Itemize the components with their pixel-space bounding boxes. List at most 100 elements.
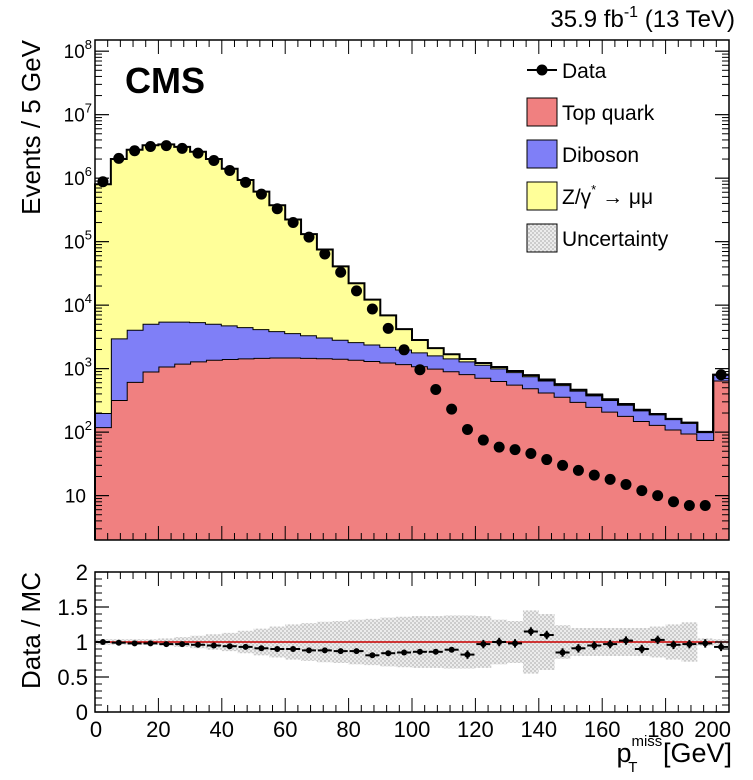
ratio-marker bbox=[702, 640, 709, 647]
ratio-x-tick-label: 80 bbox=[336, 717, 360, 742]
data-point bbox=[493, 441, 505, 453]
ratio-point bbox=[508, 639, 523, 648]
data-point bbox=[287, 217, 299, 229]
ratio-marker bbox=[448, 646, 455, 653]
ratio-point bbox=[682, 639, 697, 649]
ratio-marker bbox=[274, 646, 281, 652]
ratio-marker bbox=[147, 640, 154, 647]
ratio-point bbox=[618, 636, 633, 645]
ratio-point bbox=[492, 637, 507, 647]
ratio-marker bbox=[670, 641, 677, 648]
legend-swatch-top bbox=[526, 97, 558, 127]
legend-item-diboson: Diboson bbox=[526, 139, 639, 169]
ratio-point bbox=[206, 642, 221, 649]
legend-item-unc: Uncertainty bbox=[526, 223, 669, 253]
ratio-y-tick-label: 0 bbox=[76, 700, 88, 725]
data-layer bbox=[97, 140, 727, 511]
legend-item-data: Data bbox=[527, 60, 607, 83]
ratio-point bbox=[428, 648, 443, 655]
ratio-marker bbox=[432, 648, 439, 655]
ratio-marker bbox=[686, 641, 693, 648]
ratio-marker bbox=[163, 641, 170, 648]
ratio-point bbox=[476, 639, 491, 649]
data-point bbox=[636, 485, 648, 497]
top-y-axis: 10 102 103 104 105 106 107 108 bbox=[64, 37, 729, 541]
bottom-y-axis-label: Data / MC bbox=[16, 572, 46, 689]
ratio-point bbox=[238, 643, 253, 650]
ratio-marker bbox=[401, 649, 408, 656]
y-tick-label: 107 bbox=[64, 101, 92, 127]
ratio-marker bbox=[258, 645, 265, 652]
ratio-point bbox=[714, 642, 729, 652]
ratio-point bbox=[666, 640, 681, 649]
ratio-marker bbox=[131, 640, 138, 647]
legend-label-data: Data bbox=[562, 60, 607, 83]
ratio-x-tick-label: 160 bbox=[584, 717, 621, 742]
ratio-marker bbox=[638, 646, 645, 652]
ratio-point bbox=[222, 643, 237, 650]
ratio-point bbox=[365, 652, 380, 659]
bottom-panel: 0 0.5 1 1.5 2 0 20 40 60 80 100 120 140 160 180 200 Da… bbox=[16, 560, 732, 776]
data-point bbox=[557, 459, 569, 471]
data-point bbox=[398, 344, 410, 356]
legend-item-top: Top quark bbox=[526, 97, 655, 127]
y-tick-label: 103 bbox=[64, 355, 92, 381]
ratio-marker bbox=[527, 628, 534, 635]
ratio-point bbox=[286, 646, 301, 652]
ratio-marker bbox=[622, 637, 629, 644]
y-tick-label: 106 bbox=[64, 164, 92, 190]
ratio-marker bbox=[496, 639, 503, 645]
ratio-marker bbox=[305, 647, 312, 654]
data-point bbox=[446, 403, 458, 415]
ratio-marker bbox=[416, 648, 423, 655]
data-point bbox=[113, 152, 125, 164]
data-point bbox=[699, 499, 711, 511]
ratio-point bbox=[523, 627, 538, 636]
ratio-marker bbox=[607, 641, 614, 648]
ratio-marker bbox=[210, 642, 217, 649]
ratio-point bbox=[111, 639, 126, 646]
ratio-point bbox=[301, 647, 316, 654]
ratio-marker bbox=[179, 641, 186, 648]
ratio-y-tick-label: 2 bbox=[76, 560, 88, 585]
data-point bbox=[652, 490, 664, 502]
data-point bbox=[509, 444, 521, 456]
ratio-point bbox=[603, 639, 618, 649]
ratio-marker bbox=[512, 640, 519, 647]
legend-label-dy: Z/γ* → μμ bbox=[562, 182, 653, 209]
ratio-point bbox=[127, 640, 142, 647]
ratio-y-tick-label: 0.5 bbox=[57, 665, 88, 690]
data-point bbox=[683, 499, 695, 511]
data-point bbox=[240, 176, 252, 188]
ratio-marker bbox=[321, 647, 328, 654]
data-point bbox=[477, 434, 489, 446]
data-point bbox=[160, 140, 172, 152]
y-tick-label: 10 bbox=[65, 487, 86, 508]
luminosity-label: 35.9 fb-1 (13 TeV) bbox=[550, 4, 735, 33]
data-point bbox=[144, 141, 156, 153]
data-point bbox=[414, 364, 426, 376]
ratio-point bbox=[571, 644, 586, 653]
ratio-marker bbox=[575, 645, 582, 652]
data-point bbox=[430, 383, 442, 395]
data-point bbox=[572, 464, 584, 476]
ratio-point bbox=[412, 648, 427, 655]
ratio-marker bbox=[559, 649, 566, 656]
ratio-x-tick-label: 120 bbox=[457, 717, 494, 742]
ratio-x-tick-label: 20 bbox=[146, 717, 170, 742]
ratio-point bbox=[698, 639, 713, 648]
data-point bbox=[351, 285, 363, 297]
bottom-x-axis: 0 20 40 60 80 100 120 140 160 180 200 bbox=[90, 572, 731, 742]
x-axis-label: pmiss T [GeV] bbox=[616, 733, 732, 776]
data-point bbox=[129, 145, 141, 157]
ratio-point bbox=[460, 650, 475, 659]
ratio-point bbox=[270, 646, 285, 652]
top-y-axis-label: Events / 5 GeV bbox=[16, 39, 46, 215]
y-tick-label: 108 bbox=[64, 37, 92, 63]
legend-item-dy: Z/γ* → μμ bbox=[526, 181, 653, 211]
ratio-marker bbox=[290, 646, 297, 652]
legend: Data Top quark Diboson Z/γ* → μμ Uncertainty bbox=[526, 60, 669, 253]
data-point bbox=[668, 496, 680, 508]
ratio-x-tick-label: 40 bbox=[210, 717, 234, 742]
ratio-marker bbox=[718, 643, 725, 650]
